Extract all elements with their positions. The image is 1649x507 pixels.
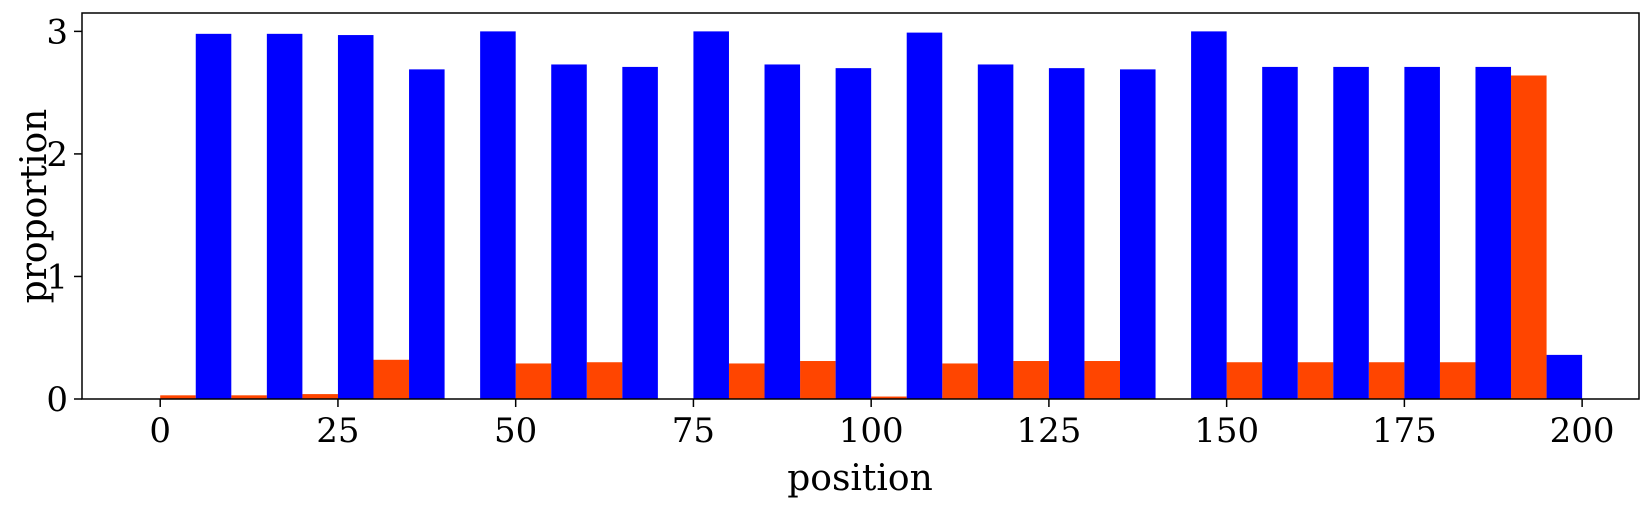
bar-series1-bin2 <box>337 35 374 400</box>
bar-series1-bin13 <box>1120 69 1156 399</box>
bar-series1-bin12 <box>1048 68 1085 400</box>
bar-series1-bin15 <box>1262 66 1298 400</box>
bar-series1-bin1 <box>266 33 303 399</box>
bar-series0-bin16 <box>1297 362 1334 399</box>
bar-series0-bin11 <box>942 363 978 399</box>
bar-series0-bin0 <box>160 395 196 399</box>
bar-series1-bin14 <box>1191 31 1227 400</box>
bar-series0-bin5 <box>515 363 552 399</box>
bar-series0-bin12 <box>1013 361 1049 399</box>
x-tick-label-1: 25 <box>316 411 359 451</box>
bar-series0-bin3 <box>373 359 410 399</box>
x-axis-label: position <box>787 458 933 499</box>
bar-series1-bin7 <box>693 31 729 400</box>
x-tick-label-6: 150 <box>1194 411 1259 451</box>
bar-series1-bin0 <box>195 33 232 399</box>
bar-series0-bin18 <box>1439 362 1476 399</box>
x-tick-label-3: 75 <box>672 411 715 451</box>
bar-series0-bin6 <box>586 362 623 399</box>
bar-series1-bin17 <box>1404 66 1440 400</box>
bar-series1-bin19 <box>1546 354 1583 399</box>
bar-series1-bin8 <box>764 64 801 399</box>
x-tick-label-5: 125 <box>1016 411 1081 451</box>
bar-series1-bin10 <box>906 32 943 399</box>
bar-series0-bin15 <box>1226 362 1263 399</box>
bar-series0-bin8 <box>728 363 765 399</box>
bar-series1-bin9 <box>835 68 872 400</box>
y-axis: 0 1 2 3 <box>46 12 82 420</box>
bars-group <box>160 31 1583 400</box>
x-tick-label-0: 0 <box>149 411 171 451</box>
bar-series0-bin13 <box>1084 361 1120 399</box>
bar-series1-bin6 <box>622 66 658 400</box>
bar-series0-bin10 <box>871 396 907 399</box>
bar-series1-bin18 <box>1475 66 1512 400</box>
bar-series0-bin9 <box>800 361 836 399</box>
x-tick-label-7: 175 <box>1372 411 1437 451</box>
bar-series1-bin3 <box>409 69 445 399</box>
bar-series0-bin19 <box>1511 75 1547 399</box>
bar-series0-bin17 <box>1368 362 1405 399</box>
x-tick-label-8: 200 <box>1550 411 1615 451</box>
bar-series1-bin4 <box>480 31 516 400</box>
bar-series0-bin2 <box>302 394 338 399</box>
x-tick-label-4: 100 <box>839 411 904 451</box>
y-tick-label-1: 1 <box>46 257 68 297</box>
plot-frame <box>81 12 1640 400</box>
bar-series1-bin5 <box>551 64 587 399</box>
x-axis: 0 25 50 75 100 125 150 175 200 <box>149 399 1615 451</box>
y-tick-label-2: 2 <box>46 135 68 175</box>
bar-series1-bin16 <box>1333 66 1369 400</box>
y-tick-label-3: 3 <box>46 12 68 52</box>
y-axis-label: proportion <box>14 109 55 304</box>
x-tick-label-2: 50 <box>494 411 537 451</box>
y-tick-label-0: 0 <box>46 380 68 420</box>
bar-series0-bin1 <box>231 395 267 399</box>
bar-series1-bin11 <box>977 64 1014 399</box>
